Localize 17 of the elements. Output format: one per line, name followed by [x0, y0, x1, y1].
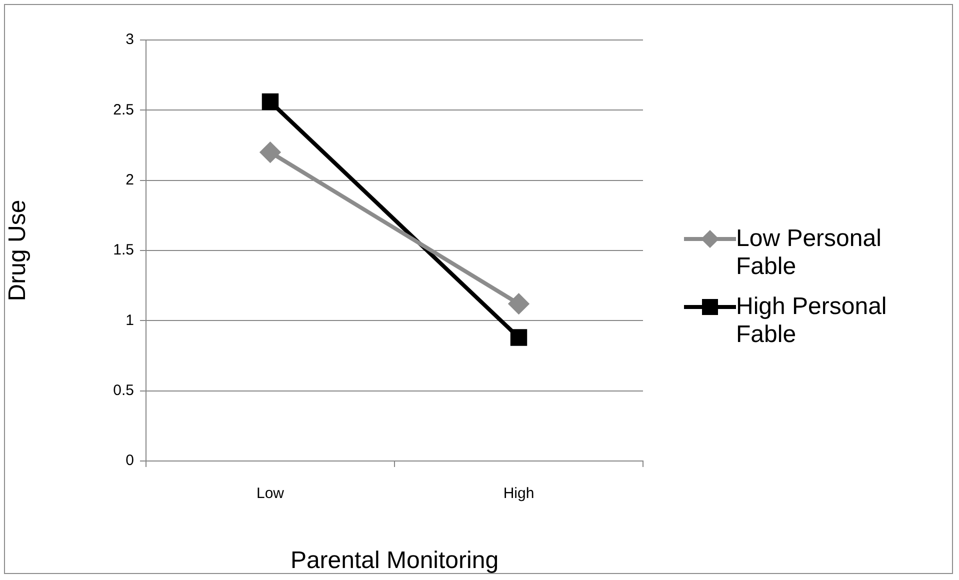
y-tick-label: 2.5 — [113, 101, 134, 118]
point — [508, 294, 529, 314]
x-axis-title: Parental Monitoring — [290, 547, 499, 574]
legend-label: High Personal Fable — [736, 293, 888, 349]
y-tick-label: 0 — [126, 452, 134, 470]
y-axis-title: Drug Use — [4, 200, 32, 302]
y-tick-label: 1.5 — [113, 242, 134, 259]
point — [260, 142, 280, 162]
y-tick-label: 3 — [126, 31, 134, 48]
y-tick-label: 1 — [126, 312, 134, 329]
legend-label: Low Personal Fable — [736, 225, 882, 281]
point — [262, 93, 279, 110]
y-tick-label: 0.5 — [113, 382, 134, 399]
point — [510, 329, 528, 346]
y-tick-label: 2 — [126, 171, 134, 188]
x-tick-label: Low — [256, 485, 284, 502]
x-tick-label: High — [503, 485, 534, 502]
